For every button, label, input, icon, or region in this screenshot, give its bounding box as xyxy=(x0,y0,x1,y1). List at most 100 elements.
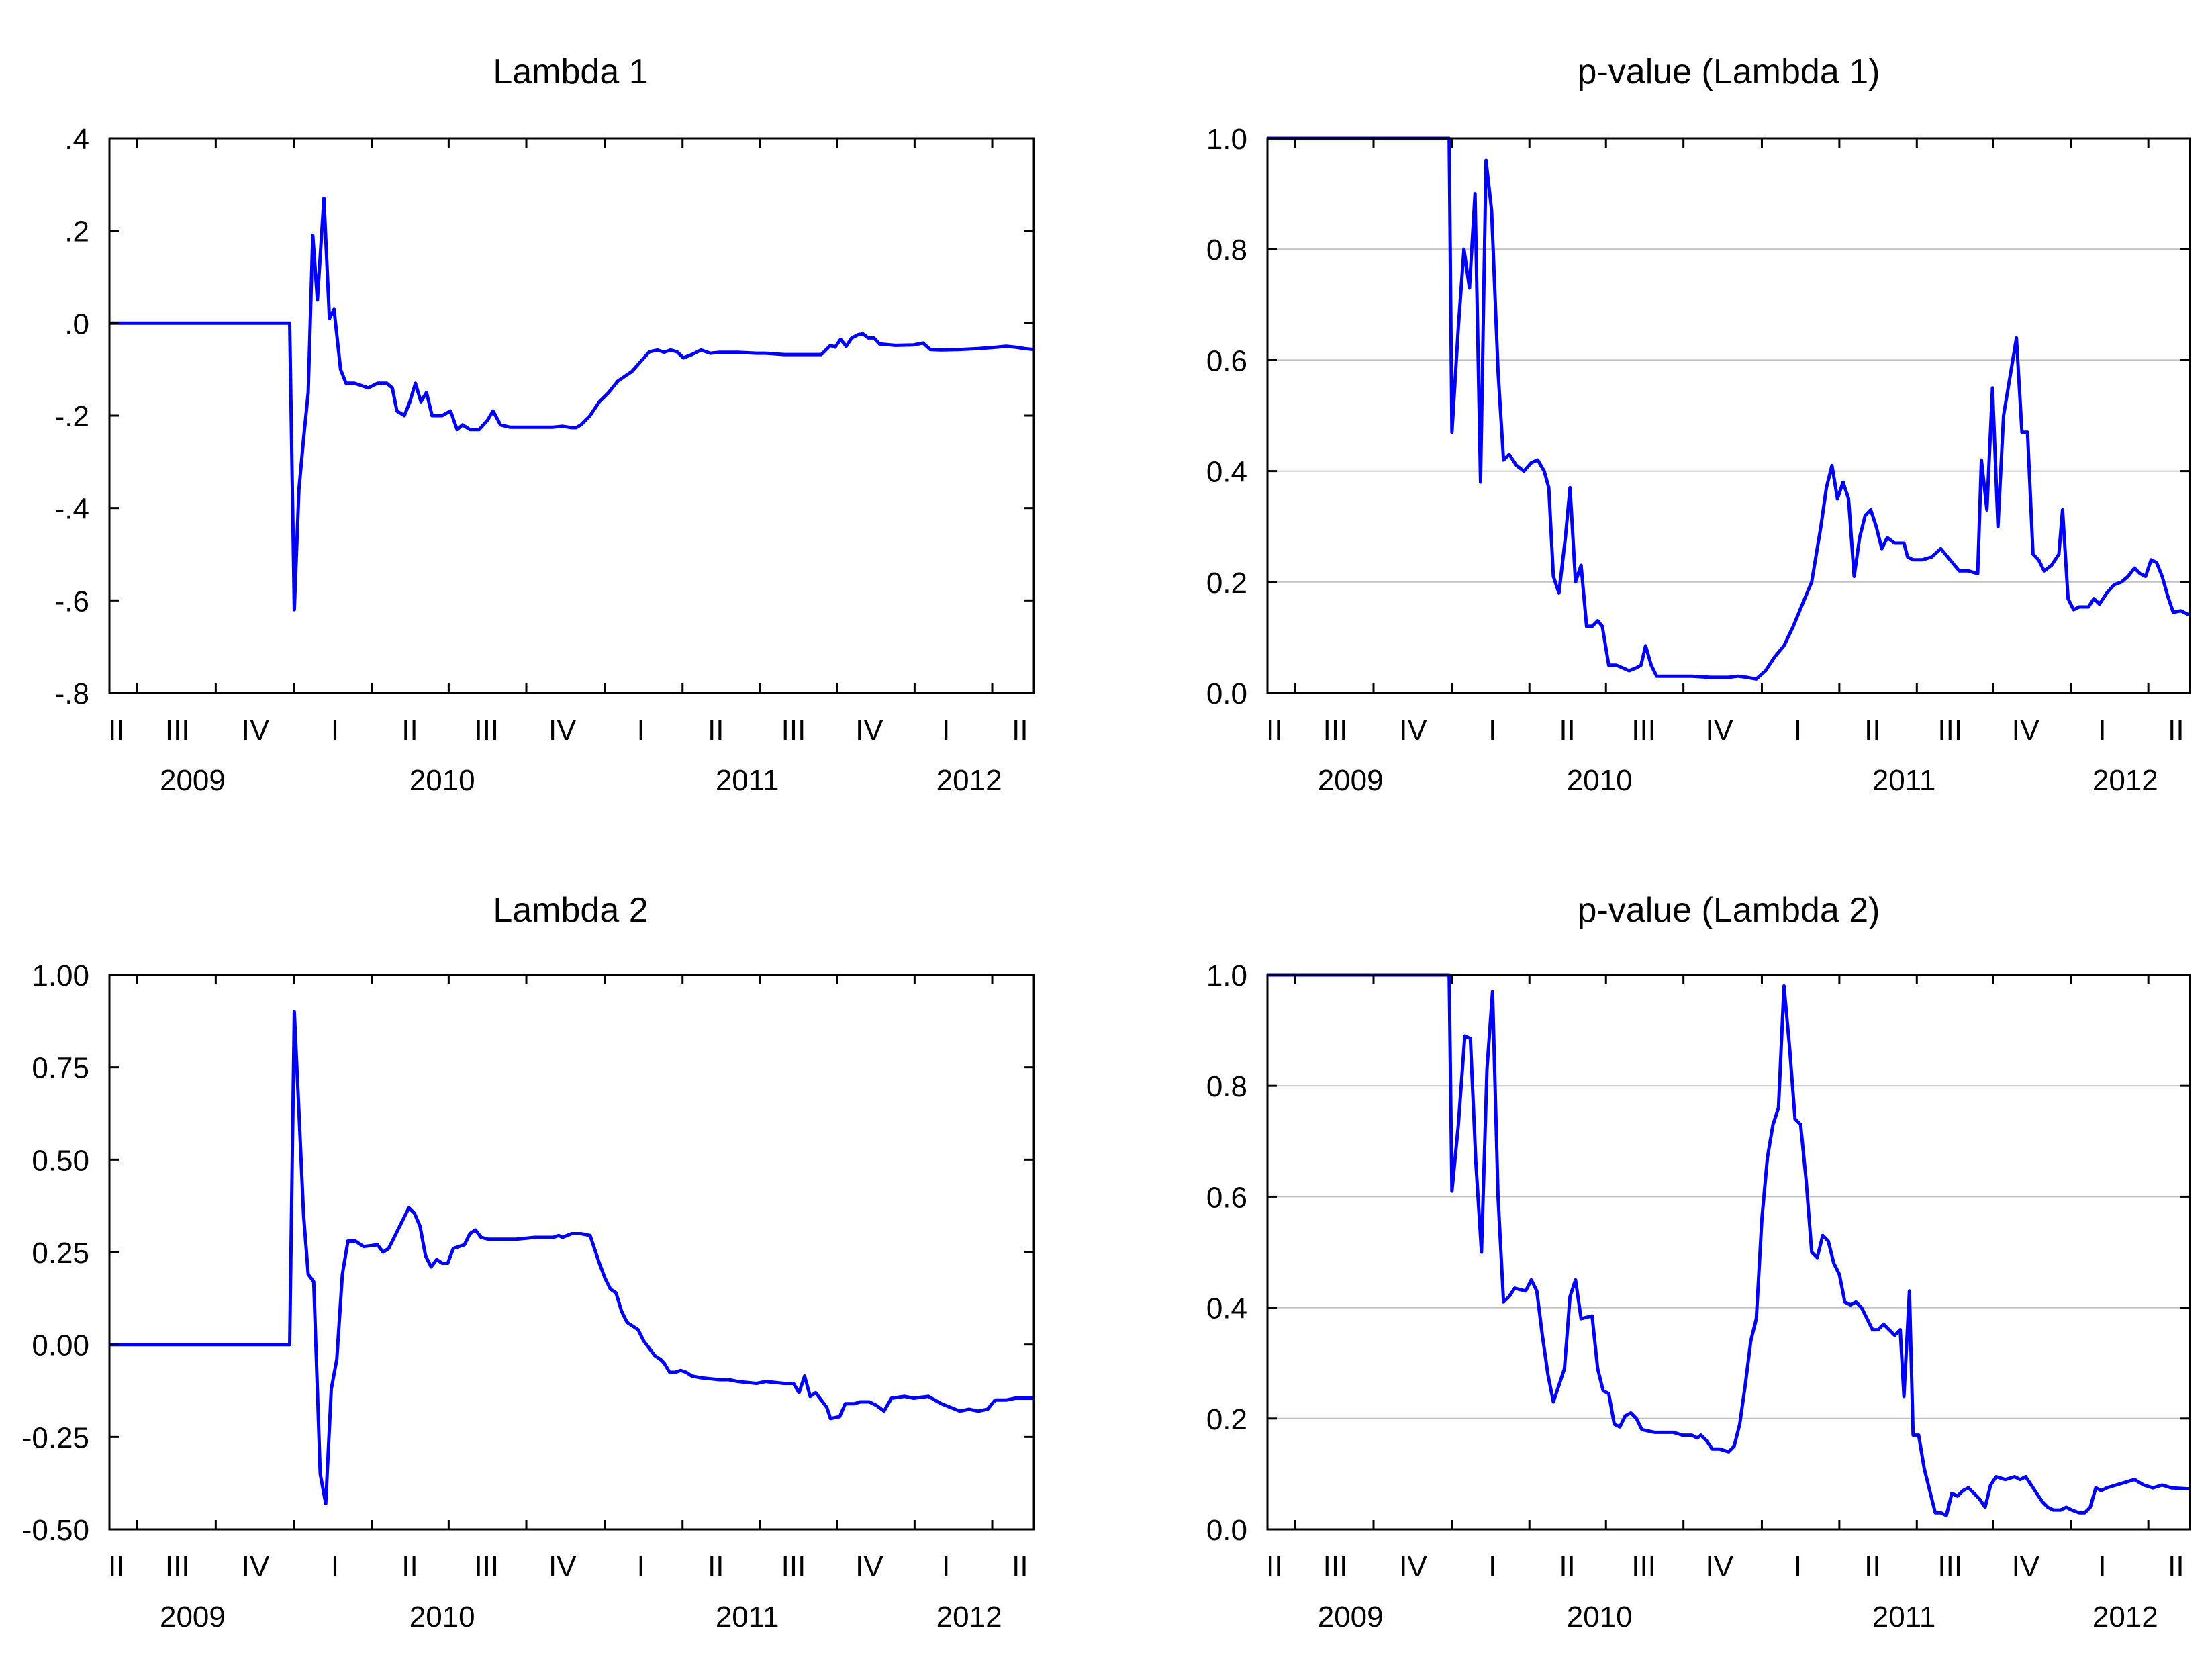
y-tick-label: 0.0 xyxy=(1206,1514,1247,1547)
x-year-label: 2012 xyxy=(2093,1601,2158,1633)
x-tick-label: II xyxy=(1012,714,1028,747)
series-line xyxy=(109,197,1035,612)
x-tick-label: III xyxy=(781,714,806,747)
x-tick-label: IV xyxy=(2012,714,2040,747)
y-tick-label: 0.8 xyxy=(1206,1070,1247,1103)
x-year-label: 2011 xyxy=(1872,764,1936,797)
x-tick-label: II xyxy=(1266,714,1282,747)
x-tick-label: IV xyxy=(855,1550,883,1583)
x-year-label: 2010 xyxy=(1567,764,1633,797)
y-tick-label: -.8 xyxy=(55,677,89,710)
x-tick-label: III xyxy=(1323,1550,1348,1583)
x-year-label: 2010 xyxy=(1567,1601,1633,1633)
y-tick-label: 0.8 xyxy=(1206,234,1247,267)
x-tick-label: III xyxy=(1323,714,1348,747)
x-tick-label: II xyxy=(1266,1550,1282,1583)
x-tick-label: II xyxy=(1012,1550,1028,1583)
x-tick-label: IV xyxy=(1705,1550,1733,1583)
x-tick-label: II xyxy=(1559,1550,1575,1583)
x-year-label: 2010 xyxy=(410,764,475,797)
y-tick-label: .4 xyxy=(64,123,89,156)
y-tick-label: -.6 xyxy=(55,585,89,618)
x-tick-label: II xyxy=(2168,1550,2184,1583)
x-tick-label: III xyxy=(1631,1550,1656,1583)
x-tick-label: II xyxy=(108,714,124,747)
x-tick-label: I xyxy=(942,714,950,747)
x-tick-label: III xyxy=(474,714,499,747)
series-line xyxy=(109,1010,1034,1505)
x-tick-label: I xyxy=(1488,714,1496,747)
x-tick-label: III xyxy=(781,1550,806,1583)
series-line xyxy=(1267,136,2191,681)
x-year-label: 2009 xyxy=(160,764,226,797)
x-tick-label: II xyxy=(2168,714,2184,747)
x-tick-label: I xyxy=(942,1550,950,1583)
x-tick-label: I xyxy=(331,1550,339,1583)
x-tick-label: II xyxy=(1559,714,1575,747)
x-tick-label: II xyxy=(1864,1550,1880,1583)
y-tick-label: 1.00 xyxy=(32,959,89,992)
x-tick-label: II xyxy=(401,1550,418,1583)
x-tick-label: IV xyxy=(548,714,577,747)
x-year-label: 2012 xyxy=(936,764,1002,797)
y-tick-label: 0.0 xyxy=(1206,677,1247,710)
y-tick-label: 0.4 xyxy=(1206,456,1247,489)
x-tick-label: III xyxy=(1631,714,1656,747)
x-tick-label: III xyxy=(474,1550,499,1583)
chart-title: Lambda 2 xyxy=(493,891,648,930)
x-tick-label: I xyxy=(1794,714,1802,747)
panel-pvalue1: p-value (Lambda 1) 1.00.80.60.40.20.0II I… xyxy=(1206,52,2191,797)
plot-frame xyxy=(1266,974,2191,1531)
panel-pvalue2: p-value (Lambda 2) 1.00.80.60.40.20.0II I… xyxy=(1206,891,2191,1633)
x-tick-label: I xyxy=(1794,1550,1802,1583)
x-year-label: 2009 xyxy=(1318,1601,1384,1633)
x-tick-label: II xyxy=(708,714,724,747)
x-tick-label: IV xyxy=(242,714,270,747)
x-tick-label: III xyxy=(165,714,190,747)
x-tick-label: II xyxy=(708,1550,724,1583)
y-tick-label: -0.50 xyxy=(22,1514,89,1547)
x-year-label: 2011 xyxy=(1872,1601,1936,1633)
x-tick-label: I xyxy=(2098,714,2106,747)
x-tick-label: I xyxy=(637,1550,645,1583)
x-year-label: 2011 xyxy=(716,764,779,797)
y-tick-label: 0.2 xyxy=(1206,1403,1247,1436)
x-year-label: 2009 xyxy=(160,1601,226,1633)
x-year-label: 2012 xyxy=(936,1601,1002,1633)
y-tick-label: 0.50 xyxy=(32,1144,89,1177)
x-tick-label: II xyxy=(108,1550,124,1583)
y-tick-label: 0.6 xyxy=(1206,344,1247,377)
x-tick-label: II xyxy=(401,714,418,747)
chart-title: Lambda 1 xyxy=(493,52,648,91)
y-tick-label: 0.25 xyxy=(32,1237,89,1270)
x-tick-label: I xyxy=(331,714,339,747)
y-tick-label: 1.0 xyxy=(1206,123,1247,156)
series-line xyxy=(1267,973,2191,1517)
x-tick-label: IV xyxy=(548,1550,577,1583)
x-year-label: 2012 xyxy=(2093,764,2158,797)
x-year-label: 2010 xyxy=(410,1601,475,1633)
y-tick-label: -.2 xyxy=(55,400,89,433)
x-tick-label: I xyxy=(1488,1550,1496,1583)
x-tick-label: IV xyxy=(242,1550,270,1583)
panel-lambda1: Lambda 1 .4.2.0-.2-.4-.6-.8II III IV I II III… xyxy=(55,52,1035,797)
y-tick-label: 0.6 xyxy=(1206,1181,1247,1214)
x-tick-label: IV xyxy=(1705,714,1733,747)
x-tick-label: I xyxy=(637,714,645,747)
x-tick-label: III xyxy=(1937,714,1962,747)
x-tick-label: IV xyxy=(1399,714,1427,747)
x-tick-label: IV xyxy=(1399,1550,1427,1583)
y-tick-label: 0.00 xyxy=(32,1329,89,1362)
x-tick-label: IV xyxy=(855,714,883,747)
y-tick-label: 0.75 xyxy=(32,1052,89,1085)
x-tick-label: II xyxy=(1864,714,1880,747)
y-tick-label: 0.2 xyxy=(1206,567,1247,600)
x-tick-label: IV xyxy=(2012,1550,2040,1583)
y-tick-label: 0.4 xyxy=(1206,1292,1247,1325)
plot-frame xyxy=(1266,137,2191,694)
x-year-label: 2011 xyxy=(716,1601,779,1633)
panel-lambda2: Lambda 2 1.00 0.75 0.50 0.25 0.00 -0.25 -0.50 I… xyxy=(22,891,1035,1633)
